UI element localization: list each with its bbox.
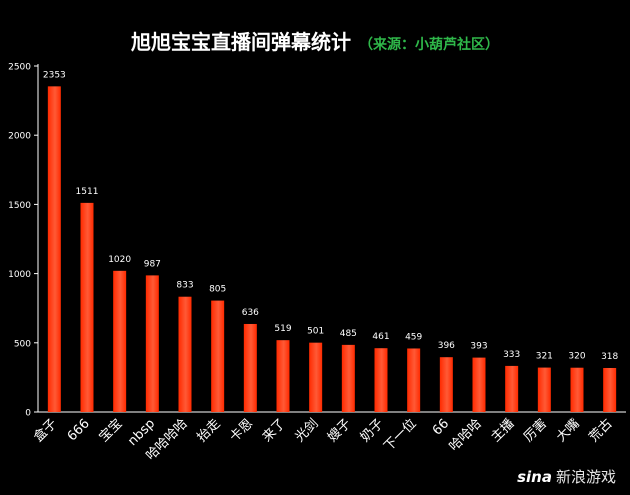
bar (537, 367, 551, 412)
x-tick-label: 卡恩 (227, 416, 256, 445)
x-tick-label: 光剑 (292, 416, 322, 446)
bar (439, 357, 453, 412)
bar (505, 365, 519, 412)
bar-value-label: 805 (209, 285, 226, 295)
bar-value-label: 333 (503, 350, 520, 360)
bar-value-label: 459 (405, 332, 422, 342)
y-tick-label: 2500 (8, 63, 31, 73)
bar (113, 270, 127, 412)
x-tick-label: 来了 (260, 416, 289, 445)
bar-value-label: 987 (144, 259, 161, 269)
bar (570, 367, 584, 412)
x-tick-label: 荒古 (586, 416, 615, 445)
x-tick-label: 大嘴 (554, 416, 583, 445)
x-tick-label: 盒子 (30, 416, 60, 446)
sina-games-watermark: sina 新浪游戏 (517, 466, 616, 487)
bar (374, 348, 388, 412)
sina-logo: sina (517, 468, 552, 486)
watermark-text: 新浪游戏 (555, 468, 616, 486)
y-tick-label: 500 (14, 339, 31, 349)
y-tick-label: 1000 (8, 270, 31, 280)
bar (407, 348, 421, 412)
x-tick-label: 主播 (488, 416, 517, 445)
y-tick-label: 2000 (8, 132, 31, 142)
bar (80, 202, 94, 412)
bar-value-label: 1020 (108, 255, 131, 265)
bar-value-label: 320 (568, 352, 585, 362)
bar-value-label: 393 (470, 342, 487, 352)
chart-title: 旭旭宝宝直播间弹幕统计 (131, 30, 351, 54)
bar (145, 275, 159, 412)
bar (47, 86, 61, 413)
bar (472, 357, 486, 412)
x-tick-label: 哈哈哈 (447, 416, 485, 454)
bar-value-label: 1511 (76, 187, 99, 197)
bar-value-label: 485 (340, 329, 357, 339)
chart-title-block: 旭旭宝宝直播间弹幕统计 （来源：小葫芦社区） (0, 26, 630, 55)
bar-value-label: 2353 (43, 70, 66, 80)
x-tick-label: 宝宝 (96, 416, 125, 445)
bar (211, 300, 225, 412)
bar-value-label: 396 (438, 341, 455, 351)
bar-value-label: 636 (242, 308, 259, 318)
bar (178, 296, 192, 412)
bar-value-label: 321 (536, 352, 553, 362)
bar (243, 323, 257, 412)
bar-value-label: 318 (601, 352, 618, 362)
x-tick-label: 厉害 (520, 416, 550, 446)
x-tick-label: 抬走 (194, 416, 223, 445)
y-tick-label: 1500 (8, 201, 31, 211)
bar-value-label: 833 (176, 281, 193, 291)
x-tick-label: 下一位 (381, 416, 419, 454)
bar (603, 367, 617, 412)
bar-value-label: 501 (307, 327, 324, 337)
bar (309, 342, 323, 412)
x-tick-label: 66 (430, 416, 452, 438)
bar (276, 340, 290, 412)
y-tick-label: 0 (25, 409, 31, 419)
x-tick-label: 666 (65, 416, 93, 444)
bar (341, 344, 355, 412)
x-tick-label: 奶子 (358, 416, 387, 445)
bar-value-label: 461 (372, 332, 389, 342)
x-tick-label: 嫂子 (325, 416, 354, 445)
bar-value-label: 519 (274, 324, 291, 334)
chart-subtitle: （来源：小葫芦社区） (359, 37, 499, 53)
